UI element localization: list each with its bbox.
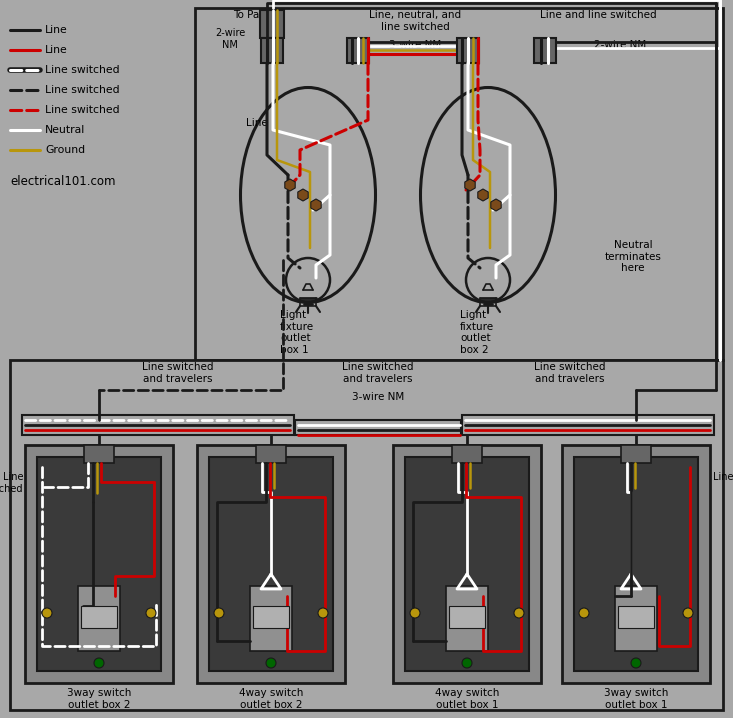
Text: 2-wire
NM: 2-wire NM	[215, 28, 245, 50]
Bar	[209, 457, 333, 671]
Text: Line: Line	[45, 45, 67, 55]
Text: Line switched
and travelers: Line switched and travelers	[142, 362, 214, 383]
Bar	[534, 38, 556, 63]
Bar	[446, 586, 488, 651]
Text: Line: Line	[45, 25, 67, 35]
Bar	[253, 605, 289, 628]
Circle shape	[42, 608, 52, 618]
Ellipse shape	[421, 88, 556, 302]
Bar	[457, 38, 479, 63]
Text: Line switched
and travelers: Line switched and travelers	[534, 362, 605, 383]
Text: Line switched: Line switched	[45, 105, 119, 115]
Bar	[618, 605, 654, 628]
Text: To Panel: To Panel	[233, 10, 275, 20]
Bar	[562, 445, 710, 683]
Circle shape	[94, 658, 104, 668]
Text: Line: Line	[713, 472, 733, 482]
Text: 2-wire NM: 2-wire NM	[594, 40, 646, 50]
Bar	[195, 8, 723, 360]
Bar	[22, 415, 294, 435]
Bar	[347, 38, 369, 63]
Bar	[405, 457, 529, 671]
Text: Line switched: Line switched	[45, 65, 119, 75]
Bar	[25, 445, 173, 683]
Text: Line
switched: Line switched	[0, 472, 23, 493]
Text: Line and line switched: Line and line switched	[539, 10, 656, 20]
Text: 3way switch
outlet box 1: 3way switch outlet box 1	[604, 688, 668, 709]
Bar	[197, 445, 345, 683]
Circle shape	[266, 658, 276, 668]
Circle shape	[146, 608, 156, 618]
Text: Line switched
and travelers: Line switched and travelers	[342, 362, 413, 383]
Text: Light
fixture
outlet
box 2: Light fixture outlet box 2	[460, 310, 494, 355]
Text: Line, neutral, and
line switched: Line, neutral, and line switched	[369, 10, 461, 32]
Bar	[261, 38, 283, 63]
Text: 3-wire NM: 3-wire NM	[389, 40, 441, 50]
Text: Line switched: Line switched	[45, 85, 119, 95]
Bar	[10, 360, 723, 710]
Circle shape	[683, 608, 693, 618]
Circle shape	[410, 608, 420, 618]
Text: Neutral
terminates
here: Neutral terminates here	[605, 240, 661, 274]
Circle shape	[286, 258, 330, 302]
Bar	[256, 445, 286, 463]
Bar	[84, 445, 114, 463]
Ellipse shape	[240, 88, 375, 302]
Bar	[295, 420, 461, 435]
Bar	[78, 586, 120, 651]
Bar	[615, 586, 657, 651]
Bar	[462, 415, 714, 435]
Bar	[250, 586, 292, 651]
Text: Neutral: Neutral	[45, 125, 85, 135]
Circle shape	[318, 608, 328, 618]
Bar	[449, 605, 485, 628]
Text: 3way switch
outlet box 2: 3way switch outlet box 2	[67, 688, 131, 709]
Bar	[260, 10, 284, 38]
Text: 4way switch
outlet box 2: 4way switch outlet box 2	[239, 688, 303, 709]
Text: Ground: Ground	[45, 145, 85, 155]
Circle shape	[631, 658, 641, 668]
Bar	[81, 605, 117, 628]
Text: 3-wire NM: 3-wire NM	[352, 392, 404, 402]
Circle shape	[466, 258, 510, 302]
Bar	[621, 445, 651, 463]
Text: 4way switch
outlet box 1: 4way switch outlet box 1	[435, 688, 499, 709]
Bar	[37, 457, 161, 671]
Circle shape	[514, 608, 524, 618]
Bar	[393, 445, 541, 683]
Bar	[574, 457, 698, 671]
Circle shape	[579, 608, 589, 618]
Text: Line: Line	[246, 118, 268, 128]
Bar	[452, 445, 482, 463]
Text: Light
fixture
outlet
box 1: Light fixture outlet box 1	[280, 310, 314, 355]
Circle shape	[462, 658, 472, 668]
Text: electrical101.com: electrical101.com	[10, 175, 116, 188]
Circle shape	[214, 608, 224, 618]
